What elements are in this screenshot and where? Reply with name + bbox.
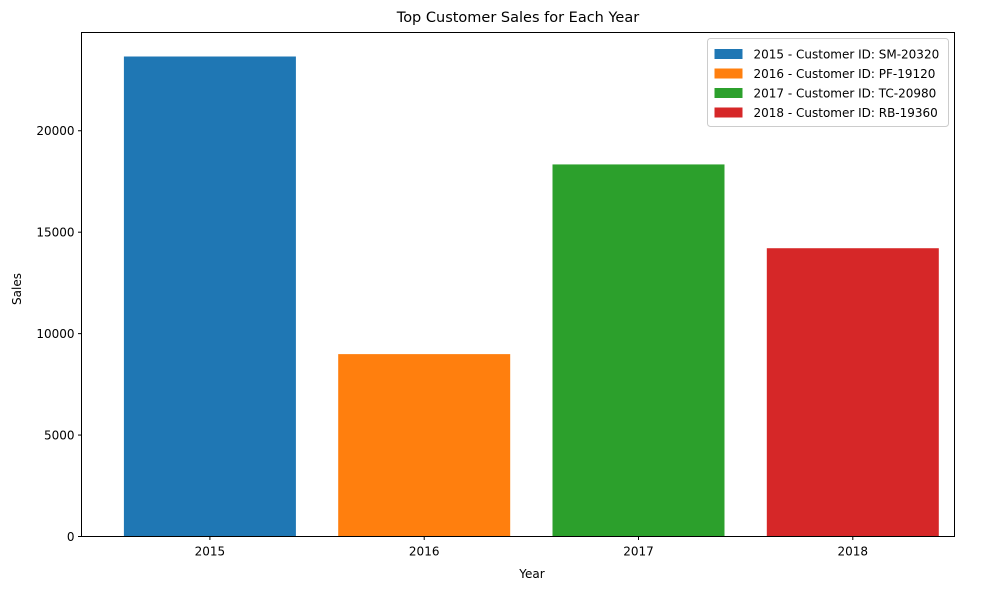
legend-swatch	[714, 49, 743, 59]
y-tick-label: 0	[67, 530, 75, 544]
x-tick-label: 2018	[838, 545, 869, 559]
legend-swatch	[714, 88, 743, 98]
bar-2015	[123, 56, 296, 537]
y-tick-label: 15000	[36, 225, 74, 239]
y-tick-label: 20000	[36, 124, 74, 138]
legend-label: 2017 - Customer ID: TC-20980	[754, 86, 937, 100]
legend-box	[707, 38, 949, 127]
legend-label: 2016 - Customer ID: PF-19120	[754, 67, 936, 81]
y-tick-label: 10000	[36, 327, 74, 341]
legend-label: 2015 - Customer ID: SM-20320	[754, 47, 940, 61]
x-tick-label: 2015	[195, 545, 226, 559]
legend-swatch	[714, 107, 743, 118]
bar-2016	[338, 354, 511, 537]
y-tick-label: 5000	[44, 428, 75, 442]
axes-frame	[81, 32, 955, 537]
legend: 2015 - Customer ID: SM-20320 2016 - Custo…	[707, 38, 949, 127]
bar-2018	[766, 248, 939, 537]
y-axis: 0 5000 10000 15000 20000	[36, 124, 82, 544]
y-axis-label: Sales	[10, 273, 24, 305]
x-tick-label: 2016	[409, 545, 440, 559]
x-tick-label: 2017	[623, 545, 654, 559]
plot-area	[123, 56, 939, 537]
bar-2017	[552, 164, 725, 537]
x-axis-label: Year	[518, 567, 544, 581]
x-axis: 2015 2016 2017 2018	[195, 536, 869, 559]
legend-label: 2018 - Customer ID: RB-19360	[754, 106, 938, 120]
chart-title: Top Customer Sales for Each Year	[396, 10, 639, 26]
legend-swatch	[714, 68, 743, 79]
